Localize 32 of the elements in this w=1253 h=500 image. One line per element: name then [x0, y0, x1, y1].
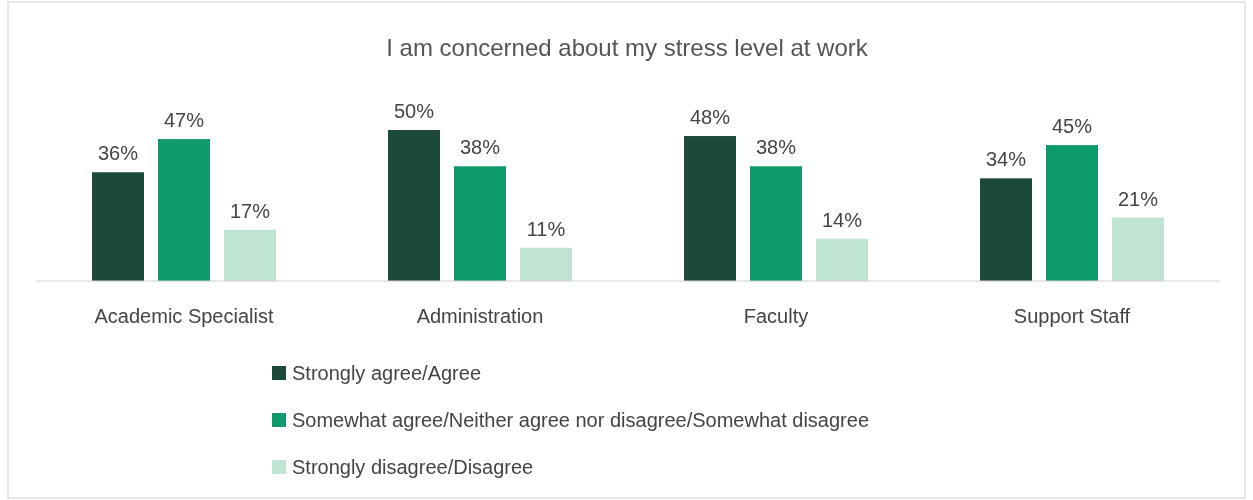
bar	[750, 166, 802, 281]
data-label: 50%	[393, 100, 435, 122]
bar	[158, 139, 210, 281]
x-tick-label: Administration	[416, 305, 544, 327]
data-label: 45%	[1051, 115, 1093, 138]
bar	[816, 238, 868, 281]
data-label: 34%	[985, 148, 1027, 171]
legend-label: Strongly disagree/Disagree	[292, 456, 534, 478]
legend-label: Somewhat agree/Neither agree nor disagree/Somewhat disagree	[292, 409, 870, 431]
data-label: 17%	[229, 199, 271, 222]
data-label: 36%	[97, 142, 139, 165]
bar	[684, 136, 736, 281]
bar	[1046, 145, 1098, 281]
bar	[520, 247, 572, 281]
data-label: 38%	[755, 136, 797, 159]
data-label: 21%	[1117, 187, 1159, 210]
bar	[224, 229, 276, 281]
bar	[92, 172, 144, 281]
x-tick-label: Support Staff	[1013, 305, 1131, 327]
bar	[1112, 217, 1164, 281]
data-label: 14%	[821, 208, 863, 231]
bar	[388, 130, 440, 281]
bar	[454, 166, 506, 281]
bar	[980, 178, 1032, 281]
chart-title: I am concerned about my stress level at work	[386, 34, 869, 61]
x-tick-label: Faculty	[743, 305, 809, 327]
legend-label: Strongly agree/Agree	[292, 362, 482, 384]
data-label: 47%	[163, 109, 205, 132]
x-tick-label: Academic Specialist	[94, 305, 274, 327]
data-label: 38%	[459, 136, 501, 159]
data-label: 11%	[526, 217, 566, 240]
data-label: 48%	[689, 106, 731, 129]
